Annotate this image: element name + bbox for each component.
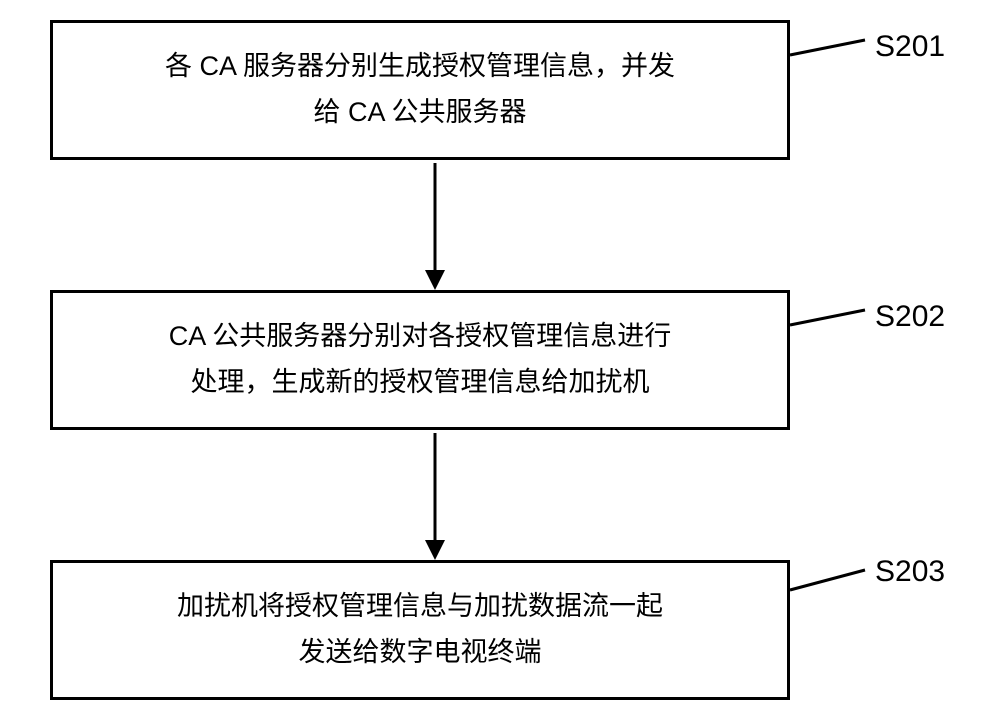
step1-line1: 各 CA 服务器分别生成授权管理信息，并发 [165, 51, 675, 81]
step-box-3: 加扰机将授权管理信息与加扰数据流一起 发送给数字电视终端 [50, 560, 790, 700]
step-text-2: CA 公共服务器分别对各授权管理信息进行 处理，生成新的授权管理信息给加扰机 [169, 314, 672, 406]
step1-line2: 给 CA 公共服务器 [313, 97, 526, 127]
step-box-2: CA 公共服务器分别对各授权管理信息进行 处理，生成新的授权管理信息给加扰机 [50, 290, 790, 430]
step-text-1: 各 CA 服务器分别生成授权管理信息，并发 给 CA 公共服务器 [165, 44, 675, 136]
step-text-3: 加扰机将授权管理信息与加扰数据流一起 发送给数字电视终端 [177, 584, 663, 676]
step3-line1: 加扰机将授权管理信息与加扰数据流一起 [177, 591, 663, 621]
step-label-1: S201 [875, 30, 945, 64]
step-label-3: S203 [875, 555, 945, 589]
step-label-2: S202 [875, 300, 945, 334]
step-box-1: 各 CA 服务器分别生成授权管理信息，并发 给 CA 公共服务器 [50, 20, 790, 160]
step2-line2: 处理，生成新的授权管理信息给加扰机 [191, 367, 650, 397]
step2-line1: CA 公共服务器分别对各授权管理信息进行 [169, 321, 672, 351]
arrow-1 [420, 163, 450, 295]
arrow-2 [420, 433, 450, 565]
step3-line2: 发送给数字电视终端 [299, 637, 542, 667]
flowchart-container: 各 CA 服务器分别生成授权管理信息，并发 给 CA 公共服务器 S201 CA… [0, 0, 1000, 722]
